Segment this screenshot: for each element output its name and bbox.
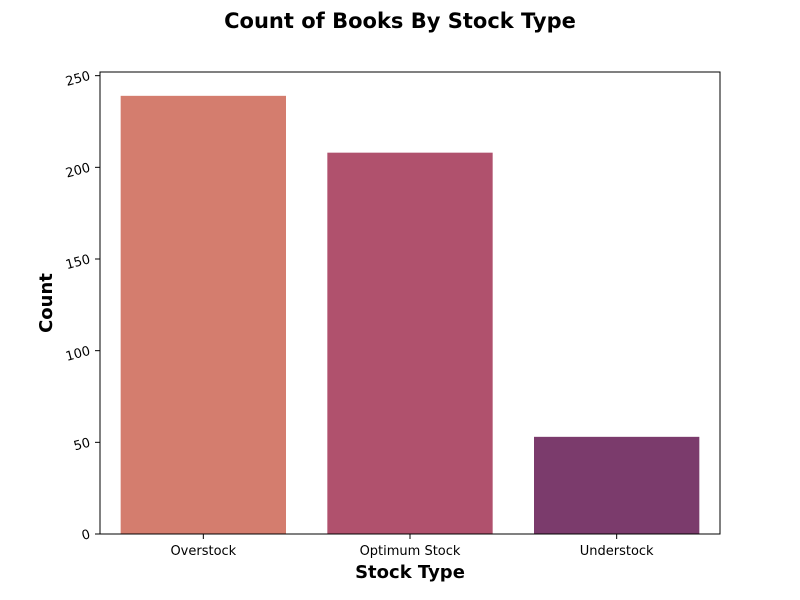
y-tick-label: 200	[64, 161, 92, 182]
bars-group	[120, 95, 700, 534]
y-axis-label: Count	[36, 273, 57, 333]
y-tick-label: 50	[72, 436, 92, 455]
x-axis: Overstock Optimum Stock Understock	[170, 534, 654, 559]
y-tick-label: 100	[64, 344, 92, 365]
chart-title: Count of Books By Stock Type	[224, 9, 576, 33]
x-axis-label: Stock Type	[355, 562, 465, 583]
bar-overstock	[120, 95, 287, 534]
x-tick-label: Optimum Stock	[360, 544, 461, 559]
bar-optimum-stock	[327, 152, 493, 534]
plot-frame	[99, 71, 721, 535]
y-tick-label: 250	[64, 69, 92, 90]
bar-understock	[534, 436, 700, 534]
x-tick-label: Understock	[580, 544, 654, 559]
x-tick-label: Overstock	[170, 544, 236, 559]
y-tick-label: 0	[80, 527, 92, 544]
y-axis: 0 50 100 150 200 250	[64, 69, 100, 544]
y-tick-label: 150	[64, 252, 92, 273]
